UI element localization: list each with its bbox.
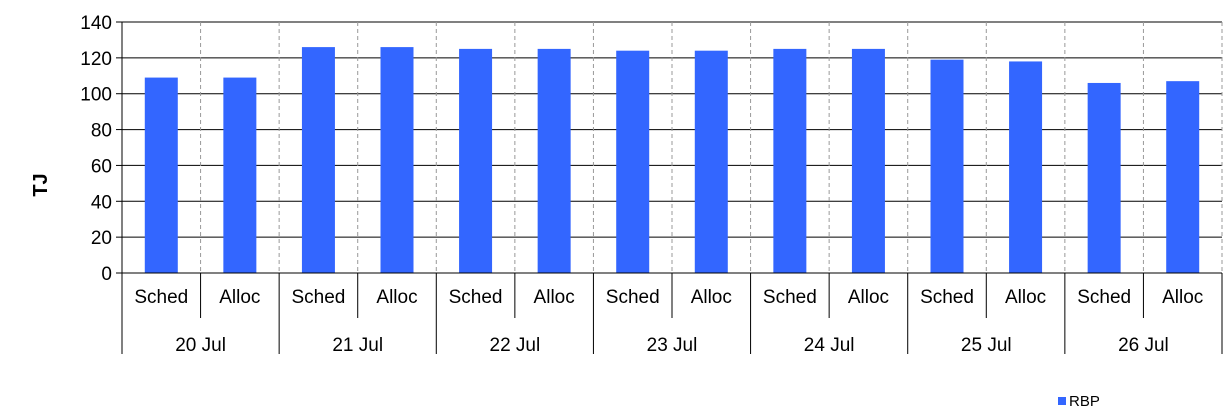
y-tick-label: 120 [80, 49, 112, 70]
subcategory-label: Sched [134, 287, 188, 308]
group-label: 24 Jul [804, 335, 855, 356]
category-labels: Sched Alloc Sched Alloc Sched Alloc Sched Alloc… [134, 287, 1203, 356]
y-tick-label: 20 [91, 228, 112, 249]
y-axis-label: TJ [30, 173, 52, 196]
axes [116, 21, 1223, 354]
y-tick-label: 40 [91, 192, 112, 213]
bars [144, 47, 1200, 274]
legend-label-rbp: RBP [1069, 393, 1100, 410]
bar-26-jul-sched [1087, 82, 1121, 273]
subcategory-label: Alloc [1005, 287, 1046, 308]
y-tick-labels: 0 20 40 60 80 100 120 140 [80, 13, 112, 285]
bar-24-jul-sched [773, 48, 807, 274]
subcategory-label: Sched [291, 287, 345, 308]
bar-21-jul-sched [301, 47, 335, 273]
group-label: 23 Jul [647, 335, 698, 356]
bar-23-jul-sched [616, 50, 650, 273]
bar-25-jul-sched [930, 59, 964, 274]
bar-21-jul-alloc [380, 47, 414, 273]
subcategory-label: Sched [449, 287, 503, 308]
group-label: 22 Jul [490, 335, 541, 356]
subcategory-label: Sched [1077, 287, 1131, 308]
bar-26-jul-alloc [1166, 81, 1200, 274]
subcategory-label: Sched [920, 287, 974, 308]
subcategory-label: Sched [606, 287, 660, 308]
bar-22-jul-alloc [537, 48, 571, 274]
subcategory-label: Alloc [848, 287, 889, 308]
subcategory-label: Alloc [1162, 287, 1203, 308]
gridlines [122, 21, 1223, 273]
legend: RBP [1058, 393, 1100, 410]
group-label: 20 Jul [175, 335, 226, 356]
y-tick-label: 100 [80, 85, 112, 106]
y-tick-label: 0 [101, 264, 112, 285]
subcategory-label: Sched [763, 287, 817, 308]
legend-swatch-rbp [1058, 397, 1066, 405]
subcategory-label: Alloc [219, 287, 260, 308]
subcategory-label: Alloc [534, 287, 575, 308]
y-tick-label: 80 [91, 121, 112, 142]
y-tick-label: 140 [80, 13, 112, 34]
y-tick-label: 60 [91, 156, 112, 177]
bar-20-jul-sched [144, 77, 178, 273]
group-label: 25 Jul [961, 335, 1012, 356]
subcategory-label: Alloc [691, 287, 732, 308]
bar-23-jul-alloc [694, 50, 728, 273]
bar-20-jul-alloc [223, 77, 257, 273]
group-label: 26 Jul [1118, 335, 1169, 356]
bar-25-jul-alloc [1009, 61, 1043, 273]
bar-22-jul-sched [459, 48, 493, 274]
bar-24-jul-alloc [851, 48, 885, 274]
group-label: 21 Jul [332, 335, 383, 356]
subcategory-label: Alloc [376, 287, 417, 308]
